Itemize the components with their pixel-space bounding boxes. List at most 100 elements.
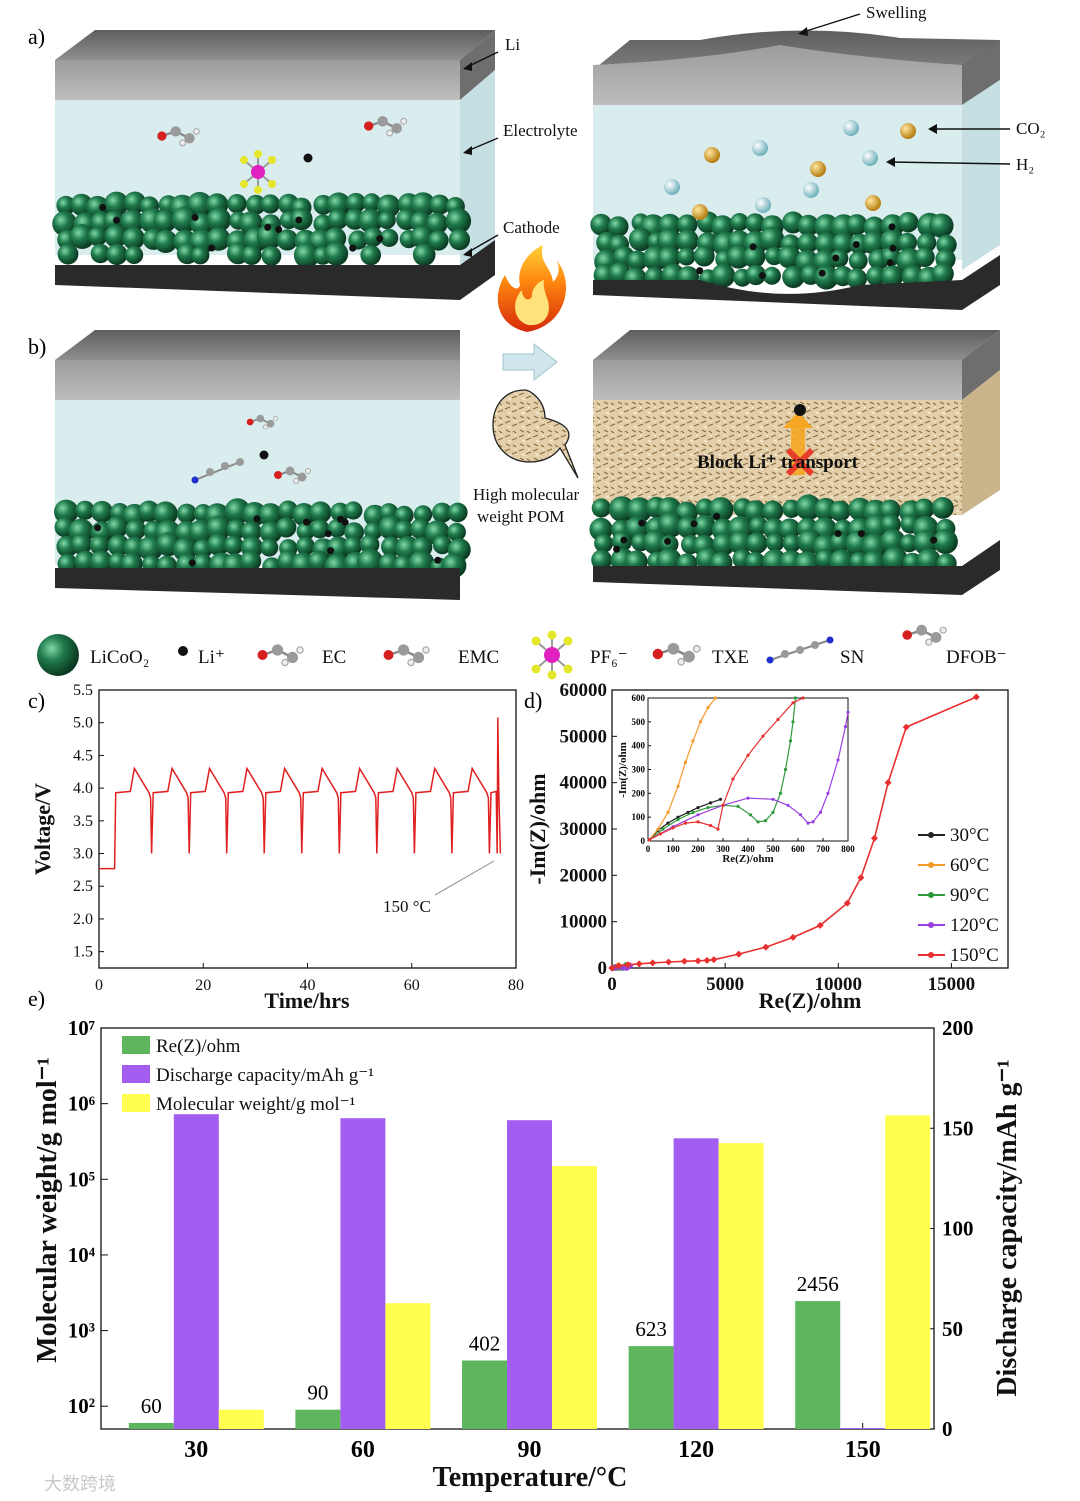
licoo2-particle: [815, 232, 838, 256]
e-xtick-label: 30: [184, 1437, 208, 1463]
d-point: [694, 957, 702, 965]
inset-ytick-label: 100: [632, 812, 646, 822]
inset-series-line: [649, 697, 804, 841]
licoo2-particle: [782, 265, 805, 289]
licoo2-particle: [778, 518, 801, 540]
licoo2-particle: [344, 522, 364, 543]
inset-point: [736, 804, 740, 809]
d-point: [649, 959, 657, 967]
li-ion-dot: [930, 536, 938, 544]
legend-sn: SN: [840, 647, 865, 668]
chart-e-ticks: 30 60 90 120 150 10² 10³ 10⁴ 10⁵ 10⁶ 10⁷ 0 50 100 150 2…: [68, 1016, 974, 1463]
chart-c-annotation: 150 °C: [383, 897, 431, 916]
e-xtick-label: 90: [518, 1437, 542, 1463]
licoo2-particle: [626, 497, 652, 523]
li-metal-swollen: [593, 45, 962, 105]
licoo2-particle: [797, 214, 819, 237]
e-xtick-label: 60: [351, 1437, 375, 1463]
inset-ytick-label: 300: [632, 765, 646, 775]
li-ion-dot: [434, 556, 442, 564]
licoo2-particle: [846, 268, 867, 289]
inset-xlabel: Re(Z)/ohm: [722, 853, 773, 865]
chart-c-ylabel: Voltage/V: [30, 783, 55, 875]
d-xtick-label: 0: [607, 974, 617, 995]
licoo2-particle: [227, 194, 247, 214]
inset-point: [791, 701, 795, 705]
licoo2-particle: [745, 264, 766, 286]
chart-d-legend: 30°C 60°C 90°C 120°C 150°C: [918, 825, 999, 966]
inset-point: [671, 826, 675, 830]
li-metal-b: [55, 360, 460, 400]
licoo2-particle: [429, 194, 450, 215]
licoo2-particle: [866, 265, 887, 287]
inset-point: [676, 784, 680, 788]
inset-point: [713, 696, 718, 700]
chart-d: d) 0 5000 10000 150000100002000030000400005…: [524, 680, 1009, 1013]
inset-ylabel: -Im(Z)/ohm: [617, 742, 629, 798]
inset-point: [676, 815, 680, 819]
legend-ec: EC: [322, 647, 346, 668]
licoo2-particle: [343, 536, 363, 556]
licoo2-particle: [57, 243, 79, 265]
d-legend-label: 60°C: [950, 855, 989, 876]
licoo2-particle: [260, 538, 279, 557]
licoo2-particle: [346, 192, 366, 213]
cell-b-right: Block Li⁺ transport: [589, 330, 1000, 595]
licoo2-particle: [363, 227, 383, 247]
cathode-particles-b: [53, 498, 471, 580]
licoo2-particle: [759, 226, 785, 252]
licoo2-particle: [106, 243, 128, 266]
licoo2-particle: [176, 503, 197, 524]
e-bar-label: 2456: [797, 1272, 839, 1296]
licoo2-particle: [90, 550, 113, 574]
li-ion-dot: [99, 203, 107, 211]
e-bar: [340, 1118, 386, 1429]
e-legend-label: Discharge capacity/mAh g⁻¹: [156, 1065, 374, 1086]
licoo2-particle: [881, 265, 904, 288]
licoo2-particle: [106, 516, 129, 539]
licoo2-particle: [448, 502, 468, 523]
d-point: [635, 960, 643, 968]
inset-series-line: [648, 798, 721, 841]
d-point: [972, 693, 980, 701]
li-ion-dot: [191, 214, 199, 221]
inset-point: [683, 821, 688, 825]
inset-point: [776, 717, 780, 722]
licoo2-particle: [324, 241, 349, 266]
licoo2-particle: [74, 550, 97, 572]
licoo2-particle: [344, 501, 363, 520]
inset-point: [721, 803, 725, 807]
licoo2-particle: [206, 515, 232, 541]
licoo2-particle: [327, 209, 349, 230]
inset-point: [698, 720, 703, 724]
c-ytick-label: 1.5: [73, 944, 93, 961]
c-ytick-label: 3.0: [73, 846, 93, 863]
licoo2-particle: [829, 531, 851, 553]
d-point: [680, 957, 688, 965]
inset-point: [696, 820, 700, 824]
li-ion-dot: [832, 254, 840, 262]
inset-ytick-label: 400: [632, 741, 646, 751]
licoo2-particle: [426, 212, 448, 235]
inset-point: [731, 777, 735, 781]
licoo2-particle: [832, 232, 854, 255]
li-ion-dot: [852, 241, 860, 248]
d-ytick-label: 60000: [560, 680, 608, 701]
licoo2-particle: [224, 535, 244, 555]
inset-xtick-label: 700: [816, 844, 830, 854]
panel-label-e: e): [28, 986, 45, 1011]
licoo2-particle: [933, 529, 958, 554]
licoo2-particle: [394, 520, 414, 540]
inset-point: [771, 810, 775, 815]
inset-point: [696, 806, 700, 810]
cell-b-left: [53, 330, 471, 600]
pf6-molecule: [240, 150, 276, 194]
licoo2-particle: [52, 211, 77, 237]
inset-point: [778, 791, 783, 795]
licoo2-particle: [309, 501, 332, 524]
inset-xtick-label: 0: [646, 844, 651, 854]
li-ion-dot: [886, 259, 894, 267]
licoo2-particle: [313, 214, 333, 234]
li-ion-dot: [208, 244, 216, 252]
